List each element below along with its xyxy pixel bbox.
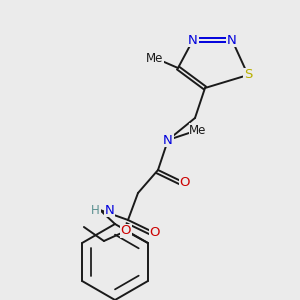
Text: N: N	[227, 34, 237, 46]
Text: O: O	[150, 226, 160, 239]
Text: O: O	[121, 224, 131, 238]
Text: N: N	[105, 203, 115, 217]
Text: Me: Me	[189, 124, 207, 136]
Text: N: N	[188, 34, 198, 46]
Text: Me: Me	[146, 52, 164, 64]
Text: N: N	[163, 134, 173, 146]
Text: O: O	[180, 176, 190, 190]
Text: S: S	[244, 68, 252, 82]
Text: H: H	[91, 203, 100, 217]
